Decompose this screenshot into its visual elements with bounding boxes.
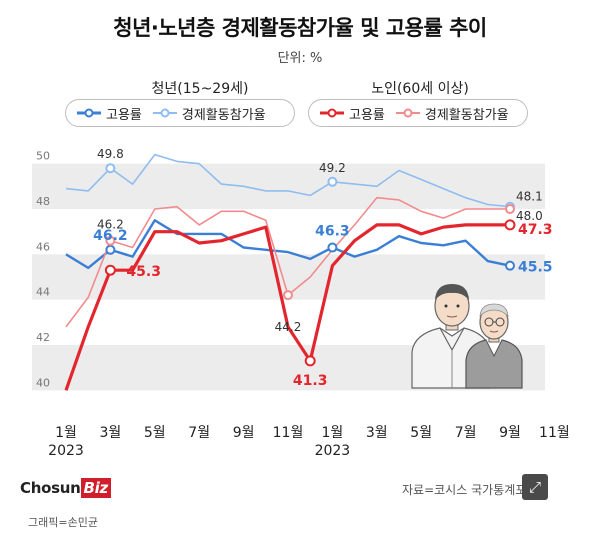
youth-group-title: 청년(15~29세) <box>151 81 249 97</box>
y-axis-ticks: 40 42 44 46 48 50 <box>36 150 50 390</box>
y-tick-label: 42 <box>36 331 50 344</box>
elderly-legend: 고용률 경제활동참가율 <box>308 99 528 127</box>
x-tick-label: 5월 <box>144 425 166 441</box>
data-label: 46.2 <box>93 228 128 244</box>
data-label: 49.2 <box>319 161 346 175</box>
data-point <box>504 219 516 231</box>
series-line-youth_participation <box>65 153 511 208</box>
legend-label: 경제활동참가율 <box>181 107 266 123</box>
data-label: 45.5 <box>518 260 553 276</box>
series-line-youth_employment <box>65 219 511 270</box>
data-label: 45.3 <box>126 264 161 280</box>
data-point <box>105 244 116 255</box>
data-point <box>304 355 316 367</box>
elderly-men-illustration <box>411 284 523 389</box>
data-label: 46.2 <box>97 218 124 232</box>
series-points <box>104 163 516 367</box>
line-chart: 40 42 44 46 48 50 49.8 46.246.2 45.3 49.2 46.3 44.… <box>32 147 570 459</box>
x-tick-label: 1월 <box>322 425 344 441</box>
data-point <box>505 260 515 271</box>
x-tick-label: 9월 <box>233 425 255 441</box>
legend-label: 경제활동참가율 <box>424 107 509 123</box>
legend-label: 고용률 <box>349 107 385 123</box>
expand-icon[interactable]: ⤢ <box>522 474 548 500</box>
x-tick-year-label: 2023 <box>315 443 351 459</box>
data-point <box>105 235 116 246</box>
legend-line-icon <box>320 108 344 118</box>
data-label: 49.8 <box>97 147 124 161</box>
legend-line-icon <box>395 108 420 118</box>
y-tick-label: 40 <box>36 376 50 389</box>
x-tick-label: 11월 <box>539 425 570 441</box>
data-label: 44.2 <box>275 320 302 334</box>
data-label: 48.0 <box>516 209 543 223</box>
x-tick-label: 5월 <box>410 425 432 441</box>
elderly-group-title: 노인(60세 이상) <box>371 81 469 97</box>
logo-main: Chosun <box>20 479 81 497</box>
x-tick-label: 7월 <box>455 425 477 441</box>
data-point <box>104 264 116 276</box>
data-point <box>505 204 515 214</box>
legend-elderly-participation: 경제활동참가율 <box>395 104 509 123</box>
data-point <box>327 242 338 253</box>
chart-title: 청년·노년층 경제활동참가율 및 고용률 추이 <box>113 16 487 40</box>
legend-line-icon <box>77 108 101 118</box>
y-tick-label: 50 <box>36 150 50 163</box>
legend-line-icon <box>152 108 177 118</box>
graphic-credit: 그래픽=손민균 <box>28 516 98 529</box>
x-tick-label: 7월 <box>188 425 210 441</box>
x-tick-label: 11월 <box>273 425 304 441</box>
grid-band <box>32 163 545 209</box>
data-point <box>105 163 116 174</box>
chosunbiz-logo: Chosun Biz <box>20 478 111 498</box>
data-label: 41.3 <box>293 373 328 389</box>
logo-accent: Biz <box>81 478 111 498</box>
data-point <box>327 176 338 187</box>
unit-label: 단위: % <box>277 51 323 66</box>
youth-legend: 고용률 경제활동참가율 <box>65 99 295 127</box>
data-label: 47.3 <box>518 222 553 238</box>
x-tick-label: 1월 <box>55 425 77 441</box>
data-labels: 49.8 46.246.2 45.3 49.2 46.3 44.2 41.3 48.1 48.0… <box>93 147 552 389</box>
legend-label: 고용률 <box>106 107 142 123</box>
legend-youth-participation: 경제활동참가율 <box>152 104 266 123</box>
x-tick-label: 3월 <box>366 425 388 441</box>
x-tick-label: 9월 <box>499 425 521 441</box>
x-axis-ticks: 1월 2023 3월 5월 7월 9월 11월 1월 2023 3월 5월 7월 9월 11월 <box>48 425 570 459</box>
x-tick-year-label: 2023 <box>48 443 84 459</box>
legend-elderly-employment: 고용률 <box>319 104 385 123</box>
data-label: 48.1 <box>516 190 543 204</box>
y-tick-label: 46 <box>36 240 50 253</box>
series-line-elderly_employment <box>64 223 510 391</box>
source-note: 자료=코시스 국가통계포 <box>402 483 527 497</box>
data-point <box>283 290 293 301</box>
x-tick-label: 3월 <box>100 425 122 441</box>
y-tick-label: 44 <box>36 286 50 299</box>
data-label: 46.3 <box>315 224 350 240</box>
y-tick-label: 48 <box>36 195 50 208</box>
legend-youth-employment: 고용률 <box>76 104 142 123</box>
